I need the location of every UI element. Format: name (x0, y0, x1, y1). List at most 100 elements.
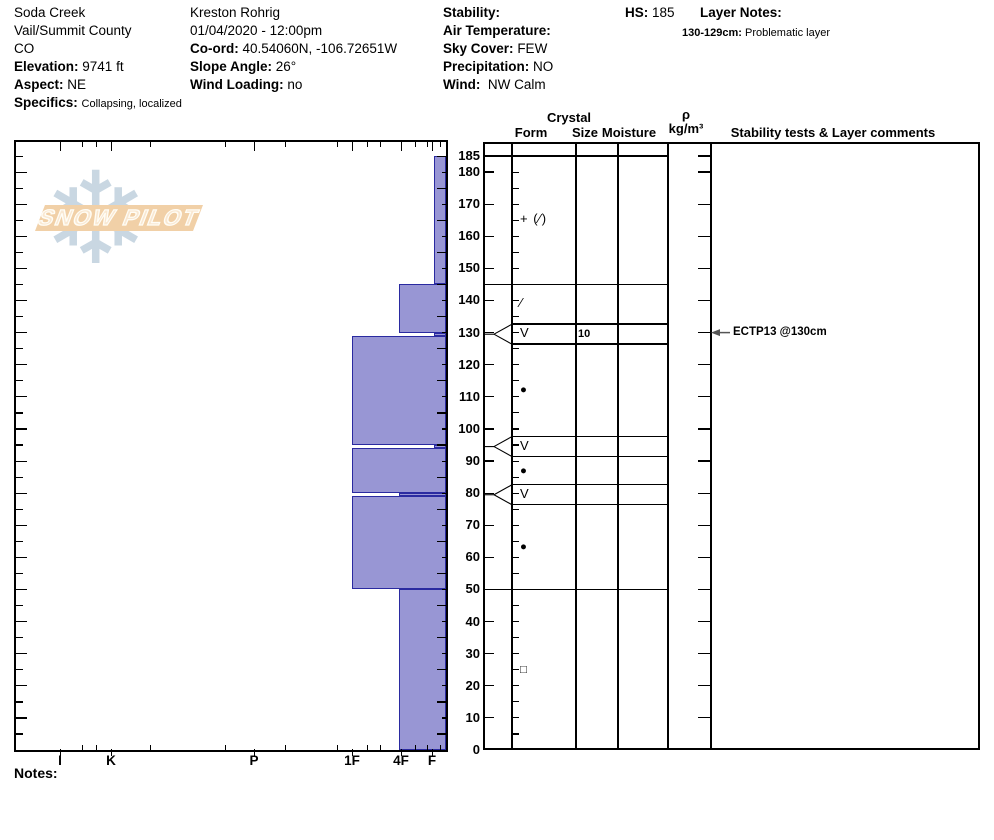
depth-tick-left-105 (16, 412, 23, 414)
depth-tick-right-140 (442, 299, 446, 302)
hardness-major-tick-top-K (111, 142, 113, 151)
depth-tick-left-185 (16, 155, 23, 157)
depth-label-120: 120 (458, 356, 480, 372)
crystal-form-symbol-surface-hoar: V (520, 485, 530, 501)
form-scale-dash-120 (512, 364, 519, 366)
depth-tick-left-150 (16, 267, 27, 270)
form-scale-dash-115 (512, 380, 519, 382)
depth-tick-left-120 (16, 364, 27, 366)
depth-tick-right-20 (442, 685, 446, 687)
hardness-major-tick-bottom-K (111, 749, 113, 756)
snow-layer-bar-80-79cm (399, 493, 446, 497)
state: CO (14, 41, 35, 56)
depth-tick-left-75 (16, 508, 23, 510)
depth-tick-left-40 (16, 621, 27, 623)
depth-tick-left-130 (16, 332, 27, 334)
depth-tick-right-150 (442, 267, 446, 270)
density-tick-120 (698, 364, 710, 366)
crystal-form-symbol-surface-hoar: V (520, 325, 530, 341)
panel-depth-tick-120 (484, 364, 494, 366)
hardness-minor-tick-top (96, 142, 97, 147)
depth-tick-left-110 (16, 396, 27, 398)
depth-tick-right-45 (437, 605, 446, 607)
depth-tick-right-125 (437, 348, 446, 350)
depth-tick-left-65 (16, 540, 23, 542)
hardness-minor-tick-top (415, 142, 416, 147)
depth-tick-left-180 (16, 171, 27, 173)
hardness-profile-plot (14, 140, 448, 756)
density-tick-110 (698, 396, 710, 398)
form-scale-dash-10 (512, 717, 519, 719)
panel-depth-tick-170 (484, 203, 494, 205)
density-tick-20 (698, 685, 710, 687)
slope-angle-line: Slope Angle: 26° (190, 59, 297, 74)
depth-tick-right-80 (442, 492, 446, 494)
depth-label-170: 170 (458, 196, 480, 212)
density-tick-170 (698, 203, 710, 205)
depth-tick-right-55 (437, 572, 446, 575)
form-scale-dash-100 (512, 428, 519, 430)
density-tick-40 (698, 620, 710, 623)
hardness-minor-tick-top (82, 142, 83, 147)
depth-label-150: 150 (458, 260, 480, 276)
depth-label-40: 40 (465, 613, 480, 629)
depth-label-130: 130 (458, 324, 480, 340)
depth-label-160: 160 (458, 228, 480, 244)
hardness-minor-tick-bottom (367, 745, 368, 750)
depth-tick-left-45 (16, 605, 23, 607)
hardness-minor-tick-bottom (415, 745, 416, 750)
density-tick-185 (698, 155, 710, 157)
layer-boundary-line (483, 155, 667, 157)
panel-depth-tick-40 (484, 620, 494, 623)
depth-tick-left-30 (16, 653, 27, 655)
depth-tick-left-35 (16, 637, 23, 639)
depth-tick-left-60 (16, 556, 27, 559)
depth-label-110: 110 (459, 388, 480, 404)
depth-tick-left-85 (16, 476, 23, 478)
depth-tick-right-145 (437, 283, 446, 286)
depth-label-20: 20 (465, 677, 480, 693)
panel-column-line-x617 (617, 143, 619, 749)
panel-depth-tick-70 (484, 524, 494, 526)
depth-tick-left-90 (16, 460, 27, 462)
form-scale-dash-160 (512, 235, 519, 237)
hardness-major-tick-bottom-I (60, 749, 62, 756)
form-scale-dash-140 (512, 299, 519, 302)
hardness-major-tick-top-P (254, 142, 256, 151)
depth-label-0: 0 (472, 742, 480, 757)
density-tick-30 (698, 653, 710, 655)
depth-tick-left-155 (16, 251, 23, 253)
layer-notes-title: Layer Notes: (700, 5, 782, 20)
crystal-form-symbol-precipitation-particles-with-decomposing-fragments: + (∕) (520, 211, 548, 227)
snow-layer-bar-94-80cm (352, 448, 446, 494)
hardness-minor-tick-top (367, 142, 368, 147)
panel-depth-tick-100 (484, 428, 494, 430)
depth-tick-left-80 (16, 492, 27, 494)
stability-line: Stability: (443, 5, 501, 20)
depth-tick-right-110 (442, 396, 446, 398)
depth-tick-right-115 (437, 380, 446, 382)
crystal-panel-box (483, 142, 980, 750)
aspect-line: Aspect: NE (14, 77, 87, 92)
hardness-minor-tick-bottom (82, 745, 83, 750)
depth-tick-right-105 (437, 412, 446, 414)
form-scale-dash-70 (512, 524, 519, 526)
snow-layer-bar-130-129cm (434, 332, 446, 336)
density-tick-70 (698, 524, 710, 526)
observer-name: Kreston Rohrig (190, 5, 281, 20)
depth-label-90: 90 (465, 453, 480, 469)
depth-label-100: 100 (458, 420, 480, 436)
comments-header: Stability tests & Layer comments (730, 125, 936, 140)
depth-label-185: 185 (458, 148, 480, 163)
hardness-major-tick-bottom-F (432, 749, 434, 756)
hardness-label-F: F (427, 753, 437, 768)
depth-tick-right-25 (437, 669, 446, 671)
depth-tick-left-5 (16, 733, 23, 735)
panel-depth-tick-20 (484, 685, 494, 687)
form-scale-dash-15 (512, 701, 519, 703)
form-scale-dash-65 (512, 540, 519, 542)
depth-tick-right-155 (437, 251, 446, 253)
depth-tick-right-160 (442, 235, 446, 237)
form-scale-dash-175 (512, 187, 519, 189)
